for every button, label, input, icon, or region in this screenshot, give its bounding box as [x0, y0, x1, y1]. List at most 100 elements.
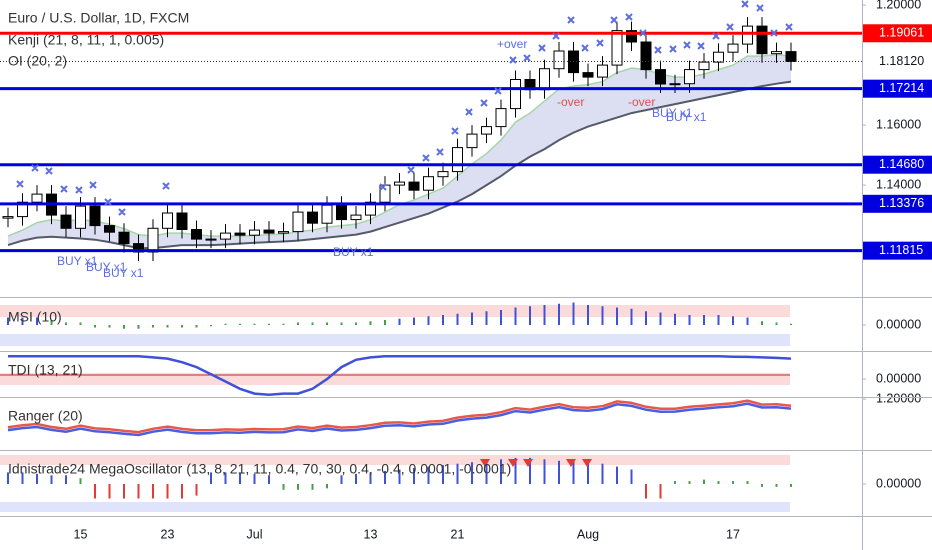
histogram-bar [601, 463, 604, 484]
pane-title: TDI (13, 21) [8, 362, 83, 378]
histogram-bar [471, 462, 473, 484]
candle-body [423, 176, 434, 191]
candle-body [669, 83, 681, 86]
histogram-bar [355, 473, 357, 484]
histogram-bar [616, 466, 618, 484]
histogram-bar [529, 306, 531, 325]
histogram-bar [717, 315, 720, 325]
candle-body [2, 216, 14, 219]
histogram-bar [775, 322, 778, 325]
candle-body [31, 193, 43, 203]
candle-body [698, 61, 710, 71]
histogram-bar [210, 472, 212, 484]
histogram-bar [268, 323, 270, 325]
candle-body [597, 64, 608, 78]
histogram-bar [746, 481, 749, 484]
last-price-label: 1.18120 [879, 54, 924, 68]
level-label-box [863, 24, 932, 43]
histogram-bar [152, 484, 154, 499]
histogram-bar [297, 322, 299, 325]
histogram-bar [224, 472, 227, 484]
candle-body [713, 51, 724, 63]
candle-body [234, 232, 246, 236]
histogram-bar [108, 484, 111, 499]
level-label-box [863, 79, 932, 98]
pane-title: Ranger (20) [8, 408, 83, 424]
histogram-bar [688, 315, 691, 325]
histogram-bar [137, 484, 140, 499]
histogram-bar [427, 316, 430, 325]
chart-title: Euro / U.S. Dollar, 1D, FXCM [8, 10, 189, 26]
pane-title: Idnistrade24 MegaOscillator (13, 8, 21, … [8, 461, 511, 477]
candle-body [176, 212, 188, 230]
histogram-bar [558, 303, 560, 325]
histogram-bar [790, 323, 792, 325]
histogram-bar [587, 305, 589, 325]
histogram-bar [79, 322, 82, 325]
histogram-bar [181, 484, 183, 499]
histogram-bar [630, 469, 633, 484]
histogram-bar [123, 484, 125, 499]
level-label-box [863, 194, 932, 213]
mega-lower-band [0, 502, 790, 512]
annotation: BUY x1 [333, 245, 374, 259]
histogram-bar [21, 317, 24, 325]
histogram-bar [543, 305, 546, 325]
candle-body [466, 133, 478, 149]
candle-body [553, 50, 565, 70]
candle-body [249, 229, 260, 236]
candle-body [481, 126, 492, 135]
candle-body [307, 211, 318, 224]
candle-body [147, 227, 159, 253]
histogram-bar [36, 473, 38, 484]
tdi-band [0, 373, 790, 385]
candle-body [756, 25, 768, 55]
histogram-bar [630, 308, 633, 325]
level-label: 1.17214 [879, 81, 924, 95]
y-tick-label: 0.00000 [876, 476, 921, 490]
histogram-bar [485, 460, 488, 484]
histogram-bar [224, 323, 227, 325]
candle-body [162, 212, 173, 229]
histogram-bar [195, 325, 198, 328]
histogram-bar [674, 481, 676, 484]
histogram-bar [65, 475, 67, 484]
histogram-bar [7, 317, 9, 325]
candle-body [89, 205, 101, 227]
histogram-bar [355, 322, 357, 325]
histogram-bar [674, 313, 676, 325]
histogram-bar [572, 460, 575, 484]
histogram-bar [703, 315, 705, 325]
candle-body [727, 43, 739, 53]
candle-body [75, 205, 86, 229]
histogram-bar [340, 475, 343, 484]
candle-body [495, 108, 507, 128]
histogram-bar [456, 463, 459, 484]
histogram-bar [253, 323, 256, 325]
histogram-bar [340, 322, 343, 325]
histogram-bar [514, 457, 517, 484]
histogram-bar [688, 481, 691, 484]
histogram-bar [268, 475, 270, 484]
histogram-bar [746, 317, 749, 325]
histogram-bar [326, 322, 328, 325]
x-tick-label: 15 [74, 527, 88, 541]
indicator-line [7, 399, 792, 434]
histogram-bar [790, 484, 792, 487]
level-label: 1.19061 [879, 26, 924, 40]
histogram-bar [195, 484, 198, 496]
candle-body [17, 201, 28, 218]
candle-body [394, 181, 405, 186]
histogram-bar [311, 322, 314, 325]
histogram-bar [413, 468, 415, 484]
candle-body [510, 79, 521, 110]
histogram-bar [79, 478, 82, 484]
histogram-bar [442, 315, 444, 325]
level-label-box [863, 155, 932, 174]
candle-body [292, 211, 304, 233]
candle-body [437, 171, 449, 178]
y-tick-label: 1.20000 [876, 0, 921, 11]
histogram-bar [616, 307, 618, 325]
y-tick-label: 0.00000 [876, 317, 921, 331]
